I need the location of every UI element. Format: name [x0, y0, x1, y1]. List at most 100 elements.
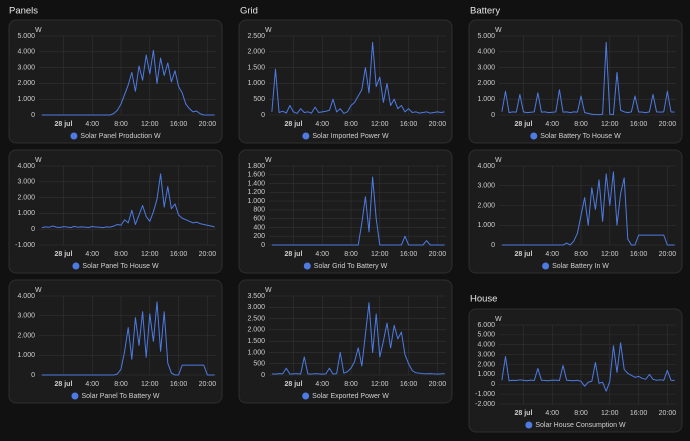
- x-tick-label: 20:00: [429, 381, 447, 388]
- x-tick-label: 4:00: [315, 381, 329, 388]
- x-tick-label: 20:00: [199, 251, 217, 258]
- legend-swatch: [72, 262, 80, 270]
- x-tick-label: 28 jul: [55, 381, 73, 388]
- x-tick-label: 16:00: [630, 121, 648, 128]
- y-tick-label: 1.600: [247, 172, 265, 179]
- legend-label: Solar Imported Power W: [312, 133, 389, 140]
- y-tick-label: 0: [261, 372, 265, 379]
- y-tick-label: 2.000: [17, 80, 35, 87]
- legend-swatch: [302, 392, 310, 400]
- section-heading: Grid: [240, 6, 258, 17]
- y-axis-unit: W: [495, 27, 502, 34]
- series-line: [41, 173, 215, 229]
- legend-item[interactable]: Solar Panel To House W: [72, 262, 159, 270]
- x-tick-label: 28 jul: [285, 121, 303, 128]
- y-tick-label: -1.000: [15, 242, 35, 249]
- x-tick-label: 16:00: [170, 121, 188, 128]
- x-tick-label: 12:00: [371, 121, 389, 128]
- x-tick-label: 8:00: [344, 251, 358, 258]
- x-tick-label: 8:00: [114, 381, 128, 388]
- y-tick-label: 1.200: [247, 189, 265, 196]
- x-tick-label: 16:00: [170, 381, 188, 388]
- chart-card: W -2.000 -1.000 0 1.000 2.000 3.000 4.000 5.000 6…: [468, 308, 683, 433]
- y-tick-label: -2.000: [475, 401, 495, 408]
- x-tick-label: 28 jul: [515, 251, 533, 258]
- x-tick-label: 28 jul: [55, 121, 73, 128]
- legend-item[interactable]: Solar Imported Power W: [302, 132, 389, 140]
- y-tick-label: 6.000: [477, 322, 495, 329]
- x-tick-label: 12:00: [601, 410, 619, 417]
- legend-item[interactable]: Solar Grid To Battery W: [303, 262, 388, 270]
- y-tick-label: 3.500: [247, 293, 265, 300]
- card: [238, 19, 453, 144]
- legend-item[interactable]: Solar Battery In W: [542, 262, 609, 270]
- y-tick-label: 800: [253, 207, 265, 214]
- y-tick-label: 3.000: [17, 179, 35, 186]
- y-tick-label: 1.500: [247, 64, 265, 71]
- series-line: [41, 49, 215, 116]
- y-tick-label: 2.000: [247, 327, 265, 334]
- x-tick-label: 28 jul: [55, 251, 73, 258]
- y-tick-label: 3.000: [477, 64, 495, 71]
- y-tick-label: 3.000: [17, 313, 35, 320]
- y-tick-label: 5.000: [477, 332, 495, 339]
- chart-card: W 0 1.000 2.000 3.000 4.000 28 jul 4:00 8:00 12:0…: [8, 279, 223, 404]
- x-tick-label: 8:00: [574, 410, 588, 417]
- y-tick-label: 0: [491, 112, 495, 119]
- x-tick-label: 28 jul: [285, 251, 303, 258]
- y-tick-label: 5.000: [477, 33, 495, 40]
- y-tick-label: 1.000: [17, 210, 35, 217]
- x-tick-label: 16:00: [400, 251, 418, 258]
- y-tick-label: 2.000: [477, 80, 495, 87]
- section-heading: Battery: [470, 6, 500, 17]
- legend-label: Solar House Consumption W: [535, 422, 626, 429]
- legend-swatch: [302, 132, 310, 140]
- chart-card: W 0 1.000 2.000 3.000 4.000 5.000 28 jul 4:00 8:0…: [8, 19, 223, 144]
- y-tick-label: 1.000: [477, 371, 495, 378]
- legend-item[interactable]: Solar House Consumption W: [525, 421, 626, 429]
- y-tick-label: 0: [261, 112, 265, 119]
- legend-item[interactable]: Solar Panel To Battery W: [71, 392, 160, 400]
- y-axis-unit: W: [495, 157, 502, 164]
- legend-item[interactable]: Solar Battery To House W: [530, 132, 621, 140]
- series-line: [501, 41, 675, 116]
- y-axis-unit: W: [265, 157, 272, 164]
- x-tick-label: 28 jul: [515, 410, 533, 417]
- card: [8, 149, 223, 274]
- x-tick-label: 16:00: [170, 251, 188, 258]
- section-heading: Panels: [9, 6, 38, 17]
- x-tick-label: 20:00: [429, 251, 447, 258]
- legend-label: Solar Battery In W: [552, 263, 609, 270]
- legend-swatch: [525, 421, 533, 429]
- x-tick-label: 4:00: [85, 381, 99, 388]
- y-tick-label: 0: [31, 112, 35, 119]
- y-tick-label: 1.000: [17, 96, 35, 103]
- series-line: [271, 176, 445, 246]
- x-tick-label: 20:00: [659, 410, 677, 417]
- x-tick-label: 12:00: [371, 381, 389, 388]
- legend-item[interactable]: Solar Exported Power W: [302, 392, 389, 400]
- y-tick-label: 2.000: [477, 361, 495, 368]
- x-tick-label: 28 jul: [285, 381, 303, 388]
- x-tick-label: 16:00: [400, 381, 418, 388]
- chart-card: W 0 1.000 2.000 3.000 4.000 5.000 28 jul 4:00 8:0…: [468, 19, 683, 144]
- y-tick-label: 0: [31, 372, 35, 379]
- legend-swatch: [530, 132, 538, 140]
- y-tick-label: 1.000: [247, 80, 265, 87]
- y-tick-label: 0: [491, 381, 495, 388]
- y-tick-label: 2.000: [17, 332, 35, 339]
- x-tick-label: 28 jul: [515, 121, 533, 128]
- x-tick-label: 4:00: [315, 251, 329, 258]
- y-tick-label: 2.000: [477, 202, 495, 209]
- series-line: [271, 302, 445, 375]
- y-tick-label: 0: [31, 226, 35, 233]
- legend-item[interactable]: Solar Panel Production W: [70, 132, 161, 140]
- y-tick-label: 600: [253, 216, 265, 223]
- x-tick-label: 8:00: [114, 121, 128, 128]
- x-tick-label: 20:00: [659, 121, 677, 128]
- card: [468, 308, 683, 433]
- series-line: [271, 41, 445, 114]
